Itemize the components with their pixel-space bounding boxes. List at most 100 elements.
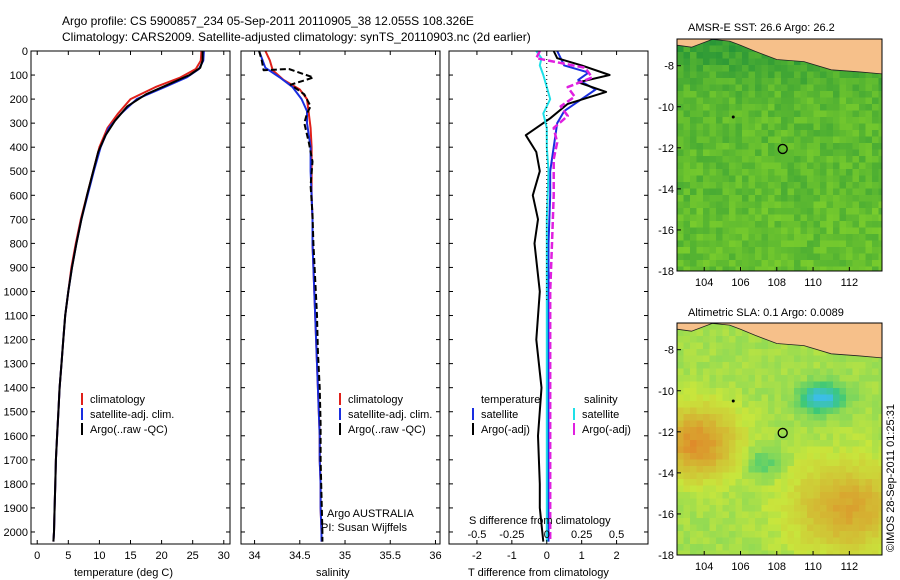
- map-cell: [742, 58, 749, 66]
- map-cell: [794, 381, 801, 389]
- map-cell: [683, 544, 691, 551]
- map-cell: [696, 472, 704, 480]
- map-cell: [852, 201, 860, 209]
- map-cell: [820, 149, 827, 157]
- map-cell: [761, 531, 769, 538]
- map-cell: [787, 518, 795, 525]
- map-cell: [774, 375, 782, 382]
- map-cell: [703, 433, 710, 441]
- map-cell: [742, 175, 749, 183]
- map-cell: [820, 104, 827, 111]
- map-cell: [820, 84, 827, 92]
- map-cell: [774, 266, 782, 271]
- map-cell: [794, 362, 801, 369]
- map-cell: [748, 440, 756, 447]
- legend-climatology: climatology: [90, 394, 146, 406]
- map-cell: [774, 234, 782, 241]
- map-cell: [859, 492, 866, 499]
- map-cell: [872, 368, 879, 376]
- map-cell: [761, 71, 769, 79]
- map-cell: [755, 58, 762, 66]
- lon-tick-label: 108: [768, 277, 786, 289]
- map-cell: [696, 550, 704, 555]
- map-cell: [852, 537, 860, 545]
- s-tick-label: 0.25: [571, 529, 592, 541]
- map-cell: [774, 401, 782, 408]
- map-cell: [683, 420, 691, 428]
- map-cell: [709, 156, 717, 163]
- map-cell: [761, 511, 769, 519]
- map-cell: [755, 524, 762, 532]
- map-cell: [729, 182, 736, 189]
- map-cell: [696, 401, 704, 408]
- map-cell: [742, 342, 749, 350]
- map-cell: [722, 45, 730, 53]
- map-cell: [872, 518, 879, 525]
- map-cell: [781, 427, 788, 434]
- map-cell: [865, 214, 873, 222]
- x-tick-label: 30: [218, 550, 230, 562]
- map-cell: [878, 195, 882, 202]
- map-cell: [677, 240, 684, 248]
- map-cell: [677, 97, 684, 105]
- map-cell: [774, 84, 782, 92]
- map-cell: [729, 162, 736, 170]
- map-cell: [755, 505, 762, 512]
- map-cell: [709, 45, 717, 53]
- map-cell: [761, 349, 769, 356]
- map-cell: [735, 65, 743, 72]
- map-cell: [781, 524, 788, 532]
- map-cell: [787, 182, 795, 189]
- map-cell: [865, 78, 873, 85]
- map-cell: [768, 253, 775, 261]
- map-cell: [807, 427, 814, 434]
- map-cell: [755, 479, 762, 486]
- map-cell: [729, 45, 736, 53]
- map-cell: [800, 349, 808, 356]
- map-cell: [826, 550, 834, 555]
- map-cell: [820, 162, 827, 170]
- s-tick-label: -0.25: [499, 529, 524, 541]
- map-cell: [696, 227, 704, 235]
- map-cell: [813, 130, 821, 137]
- map-cell: [826, 368, 834, 376]
- map-cell: [735, 420, 743, 428]
- map-cell: [729, 130, 736, 137]
- s-tick-label: 0: [544, 529, 550, 541]
- map-cell: [813, 537, 821, 545]
- map-cell: [696, 531, 704, 538]
- map-cell: [755, 518, 762, 525]
- map-cell: [781, 136, 788, 144]
- map-cell: [748, 401, 756, 408]
- map-cell: [716, 394, 723, 402]
- map-cell: [800, 505, 808, 512]
- map-cell: [690, 45, 697, 53]
- map-cell: [846, 544, 853, 551]
- map-cell: [768, 195, 775, 202]
- map-cell: [703, 472, 710, 480]
- map-cell: [839, 466, 847, 473]
- map-cell: [787, 240, 795, 248]
- map-cell: [794, 440, 801, 447]
- map-cell: [703, 329, 710, 337]
- map-cell: [768, 71, 775, 79]
- y-tick-label: 2000: [4, 527, 28, 539]
- lon-tick-label: 106: [731, 561, 749, 573]
- map-cell: [787, 401, 795, 408]
- map-cell: [716, 531, 723, 538]
- map-cell: [768, 156, 775, 163]
- map-cell: [677, 420, 684, 428]
- map-cell: [722, 505, 730, 512]
- map-cell: [865, 381, 873, 389]
- map-cell: [768, 201, 775, 209]
- map-cell: [820, 156, 827, 163]
- map-cell: [807, 375, 814, 382]
- map-cell: [859, 498, 866, 506]
- map-cell: [696, 130, 704, 137]
- map-cell: [768, 247, 775, 254]
- map-cell: [716, 498, 723, 506]
- map-cell: [846, 136, 853, 144]
- map-cell: [820, 110, 827, 118]
- map-cell: [722, 323, 730, 330]
- map-cell: [709, 349, 717, 356]
